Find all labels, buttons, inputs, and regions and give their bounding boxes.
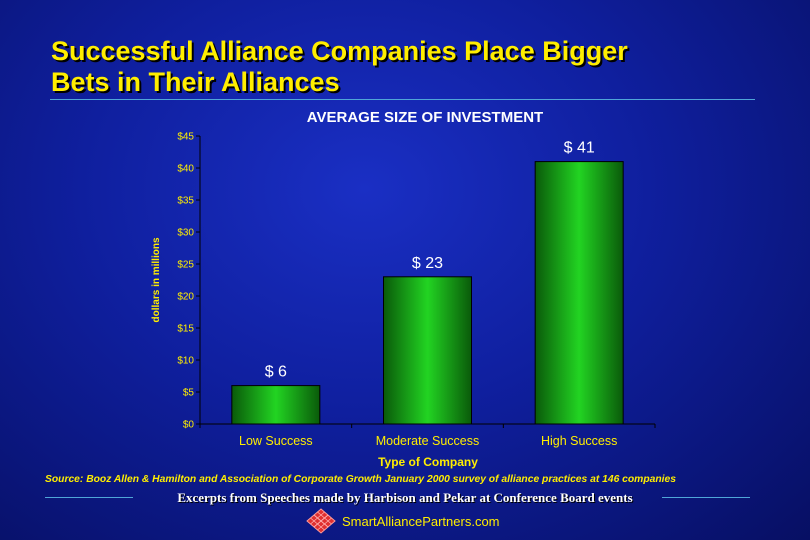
y-tick-label: $30 [177,228,194,239]
y-tick-label: $0 [183,420,195,431]
x-tick-label: Moderate Success [376,434,480,448]
brand-name: SmartAlliancePartners.com [342,513,500,529]
title-divider [50,99,755,100]
y-tick-label: $20 [177,292,194,303]
bar-data-label: $ 6 [265,364,287,381]
y-tick-label: $5 [183,388,195,399]
bar-data-label: $ 41 [564,140,595,157]
slide-title: Successful Alliance Companies Place Bigg… [51,36,771,98]
slide-title-line-2: Bets in Their Alliances [51,67,340,97]
diamond-grid-logo-icon [306,508,336,534]
bar-chart: AVERAGE SIZE OF INVESTMENT dollars in mi… [151,109,656,469]
excerpt-caption: Excerpts from Speeches made by Harbison … [177,490,633,505]
bar [231,385,321,425]
excerpt-rule-left [45,497,133,498]
x-tick-label: Low Success [239,434,313,448]
y-tick-label: $10 [177,356,194,367]
chart-title: AVERAGE SIZE OF INVESTMENT [307,109,543,126]
y-tick-label: $25 [177,260,194,271]
y-tick-label: $15 [177,324,194,335]
excerpt-rule-right [662,497,750,498]
plot-area: $0 $5 $10 $15 $20 $25 $30 $35 $40 $45 $ 6 Low Succe… [177,132,656,448]
bar-data-label: $ 23 [412,255,443,272]
y-tick-label: $35 [177,196,194,207]
brand-footer: SmartAlliancePartners.com [306,508,500,534]
x-tick-label: High Success [541,434,617,448]
bar [534,161,624,425]
y-tick-label: $45 [177,132,194,143]
source-note: Source: Booz Allen & Hamilton and Associ… [45,474,676,485]
y-tick-label: $40 [177,164,194,175]
bar [383,276,472,425]
slide-title-line-1: Successful Alliance Companies Place Bigg… [51,36,628,66]
y-axis-label: dollars in millions [151,237,162,322]
x-axis-label: Type of Company [378,455,478,469]
